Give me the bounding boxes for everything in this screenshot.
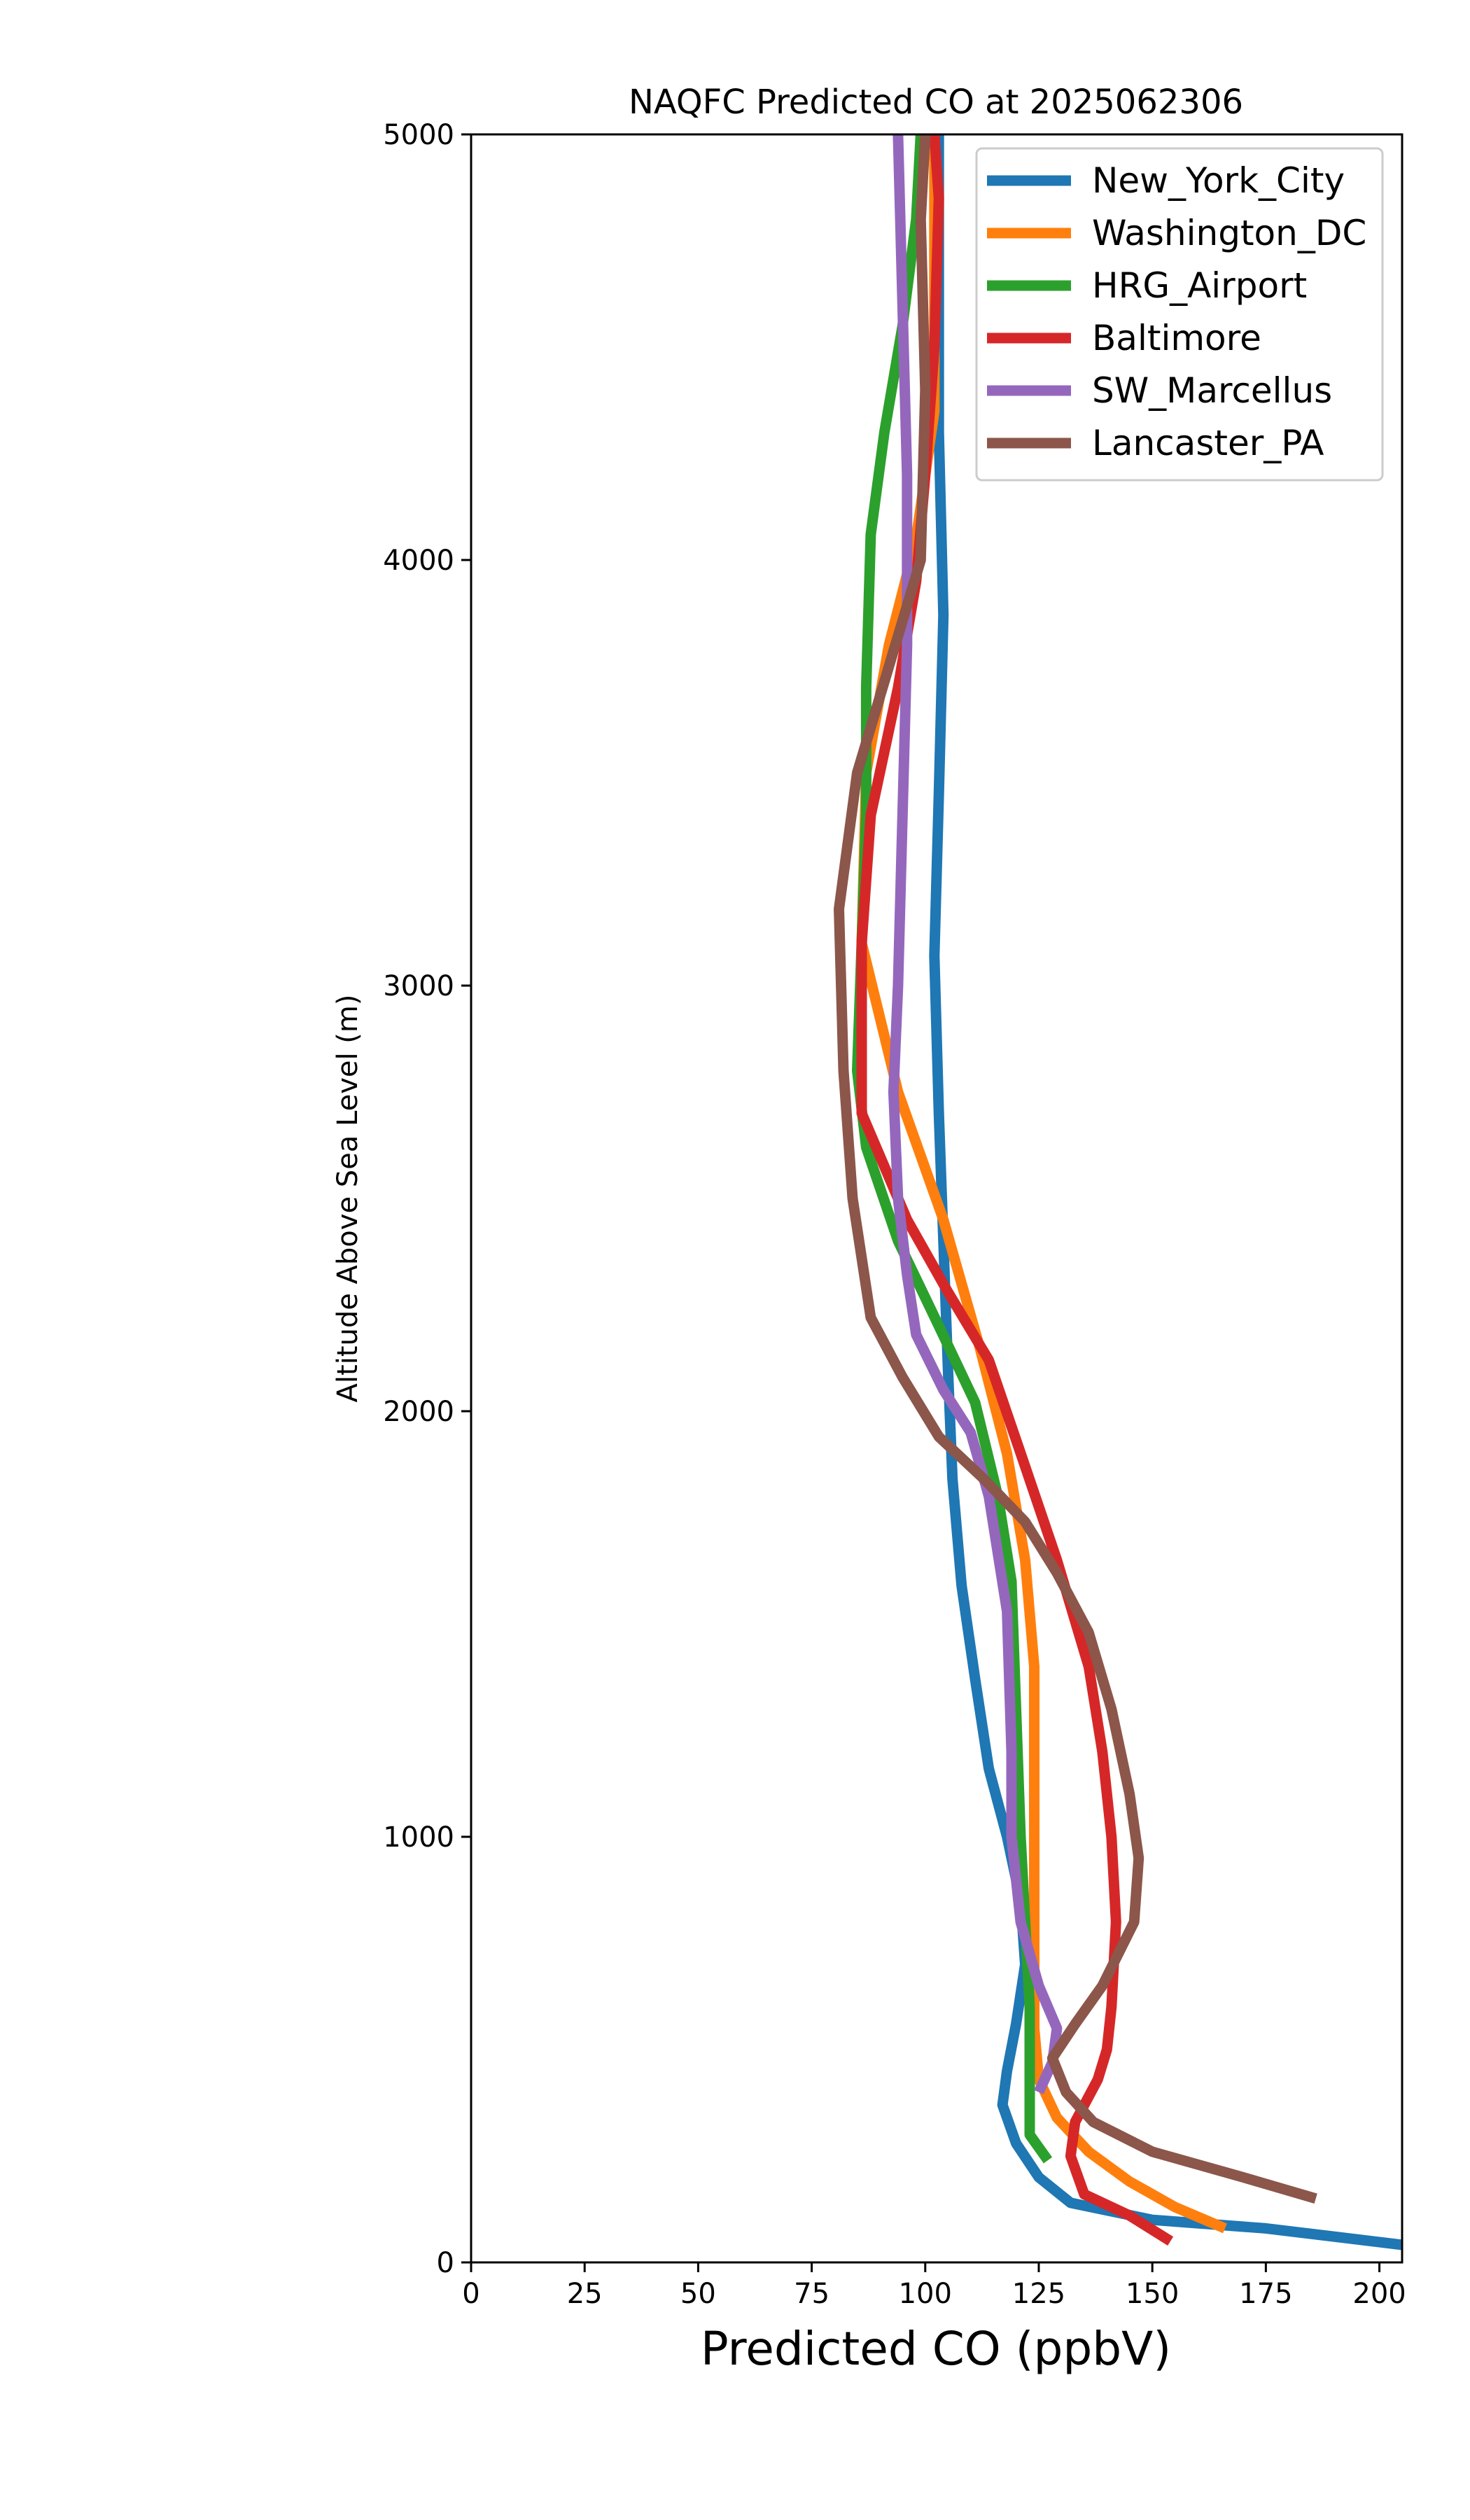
y-axis-ticks: 0 1000 2000 3000 4000 5000	[383, 119, 471, 2279]
x-axis-ticks: 0 25 50 75 100 125 150 175 200	[462, 2262, 1406, 2310]
x-tick-label: 200	[1352, 2278, 1406, 2310]
legend-label: SW_Marcellus	[1092, 370, 1332, 411]
legend: New_York_City Washington_DC HRG_Airport Bal…	[975, 147, 1384, 482]
legend-label: HRG_Airport	[1092, 265, 1307, 306]
x-tick-label: 125	[1012, 2278, 1065, 2310]
y-tick-label: 5000	[383, 119, 454, 151]
series-line-sw-marcellus	[888, 134, 1063, 2094]
x-tick-label: 0	[462, 2278, 479, 2310]
legend-box	[975, 147, 1384, 482]
x-tick-label: 175	[1239, 2278, 1292, 2310]
y-axis-label: Altitude Above Sea Level (m)	[332, 995, 364, 1403]
series-line-new-york-city	[929, 134, 1402, 2250]
y-tick-label: 3000	[383, 970, 454, 1002]
x-tick-label: 75	[794, 2278, 830, 2310]
x-tick-label: 150	[1126, 2278, 1179, 2310]
y-tick-label: 4000	[383, 545, 454, 577]
x-axis-label: Predicted CO (ppbV)	[701, 2322, 1171, 2376]
legend-label: New_York_City	[1092, 160, 1345, 201]
plot-frame	[470, 133, 1404, 2264]
y-tick-label: 1000	[383, 1821, 454, 1854]
x-tick-label: 100	[899, 2278, 952, 2310]
legend-label: Lancaster_PA	[1092, 423, 1324, 463]
series-line-washington-dc	[856, 134, 1227, 2234]
x-tick-label: 25	[567, 2278, 603, 2310]
legend-label: Baltimore	[1092, 318, 1261, 358]
y-tick-label: 0	[437, 2247, 454, 2279]
legend-label: Washington_DC	[1092, 213, 1366, 253]
series-layer	[834, 134, 1402, 2250]
chart-title: NAQFC Predicted CO at 2025062306	[629, 83, 1243, 122]
y-tick-label: 2000	[383, 1396, 454, 1428]
series-line-lancaster-pa	[834, 134, 1317, 2204]
x-tick-label: 50	[680, 2278, 716, 2310]
